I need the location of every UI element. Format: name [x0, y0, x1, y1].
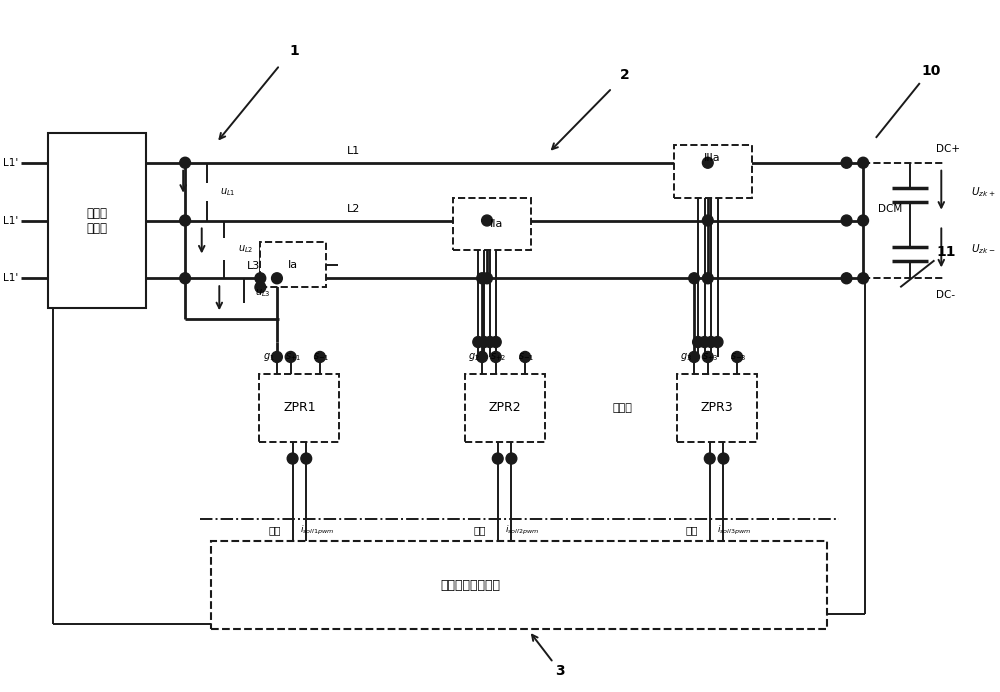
Circle shape: [520, 352, 530, 363]
Circle shape: [841, 215, 852, 226]
Text: 10: 10: [922, 64, 941, 78]
Circle shape: [485, 336, 495, 347]
Text: Ia: Ia: [288, 260, 298, 270]
Circle shape: [180, 157, 190, 168]
Circle shape: [482, 215, 492, 226]
Text: $u_{L2}$: $u_{L2}$: [238, 244, 253, 255]
Circle shape: [718, 453, 729, 464]
Circle shape: [285, 352, 296, 363]
Text: 同步: 同步: [686, 525, 698, 535]
Circle shape: [490, 336, 501, 347]
Text: $s_{-3}$: $s_{-3}$: [730, 351, 747, 363]
Text: ZPR2: ZPR2: [488, 401, 521, 415]
Text: L2: L2: [346, 203, 360, 214]
Text: 1: 1: [290, 44, 299, 58]
Text: L1': L1': [3, 273, 18, 283]
Text: 输入端
滤波器: 输入端 滤波器: [87, 206, 108, 235]
Circle shape: [858, 157, 869, 168]
Text: 电隔离: 电隔离: [612, 403, 632, 412]
Circle shape: [699, 336, 710, 347]
Circle shape: [689, 352, 699, 363]
Circle shape: [706, 336, 716, 347]
Circle shape: [180, 273, 190, 284]
Text: $g_1$: $g_1$: [263, 351, 275, 363]
Circle shape: [732, 352, 742, 363]
Text: 11: 11: [936, 246, 956, 260]
Circle shape: [712, 336, 723, 347]
Text: L1: L1: [347, 146, 360, 156]
Circle shape: [473, 336, 484, 347]
Text: $g_2$: $g_2$: [468, 351, 480, 363]
Text: L1': L1': [3, 158, 18, 167]
Text: $s_{-1}$: $s_{-1}$: [313, 351, 330, 363]
Text: $s_{+2}$: $s_{+2}$: [490, 351, 506, 363]
Circle shape: [704, 453, 715, 464]
Text: $s_{-1}$: $s_{-1}$: [518, 351, 535, 363]
Text: $u_{L3}$: $u_{L3}$: [255, 287, 271, 299]
Circle shape: [479, 336, 489, 347]
Text: DCM: DCM: [878, 203, 902, 214]
Circle shape: [702, 352, 713, 363]
Text: ZPR3: ZPR3: [700, 401, 733, 415]
Bar: [453, 198, 531, 251]
Circle shape: [492, 453, 503, 464]
Text: ZPR1: ZPR1: [283, 401, 316, 415]
Circle shape: [702, 273, 713, 284]
Circle shape: [301, 453, 312, 464]
Bar: [48, 133, 146, 308]
Circle shape: [693, 336, 703, 347]
Circle shape: [858, 215, 869, 226]
Text: IIIa: IIIa: [704, 153, 721, 163]
Circle shape: [858, 273, 869, 284]
Text: $s_{+1}$: $s_{+1}$: [285, 351, 301, 363]
Text: $i_{soll3pwm}$: $i_{soll3pwm}$: [717, 524, 751, 537]
Circle shape: [255, 282, 266, 293]
Circle shape: [506, 453, 517, 464]
Text: 3: 3: [555, 664, 565, 677]
Bar: [259, 374, 339, 441]
Text: $U_{zk-}$: $U_{zk-}$: [971, 242, 995, 256]
Circle shape: [841, 157, 852, 168]
Bar: [677, 374, 757, 441]
Bar: [260, 242, 326, 287]
Text: $i_{soll2pwm}$: $i_{soll2pwm}$: [505, 524, 539, 537]
Circle shape: [477, 352, 487, 363]
Text: $i_{soll1pwm}$: $i_{soll1pwm}$: [300, 524, 334, 537]
Text: DC+: DC+: [936, 144, 960, 154]
Circle shape: [477, 273, 487, 284]
Circle shape: [315, 352, 325, 363]
Circle shape: [272, 352, 282, 363]
Bar: [211, 541, 827, 629]
Circle shape: [702, 157, 713, 168]
Bar: [674, 145, 752, 198]
Text: 同步: 同步: [474, 525, 486, 535]
Circle shape: [841, 273, 852, 284]
Circle shape: [180, 215, 190, 226]
Text: 叠加的电压调节器: 叠加的电压调节器: [440, 579, 500, 592]
Text: L1': L1': [3, 215, 18, 226]
Circle shape: [482, 273, 492, 284]
Text: $s_{+3}$: $s_{+3}$: [702, 351, 719, 363]
Text: DC-: DC-: [936, 290, 956, 300]
Text: $g_3$: $g_3$: [680, 351, 692, 363]
Text: $U_{zk+}$: $U_{zk+}$: [971, 185, 995, 199]
Text: 同步: 同步: [269, 525, 281, 535]
Text: L3: L3: [247, 262, 260, 271]
Circle shape: [287, 453, 298, 464]
Bar: [465, 374, 545, 441]
Circle shape: [255, 273, 266, 284]
Circle shape: [689, 273, 699, 284]
Text: 2: 2: [620, 68, 630, 82]
Text: IIa: IIa: [490, 219, 503, 229]
Text: $u_{L1}$: $u_{L1}$: [220, 185, 236, 197]
Circle shape: [272, 273, 282, 284]
Circle shape: [490, 352, 501, 363]
Circle shape: [702, 215, 713, 226]
